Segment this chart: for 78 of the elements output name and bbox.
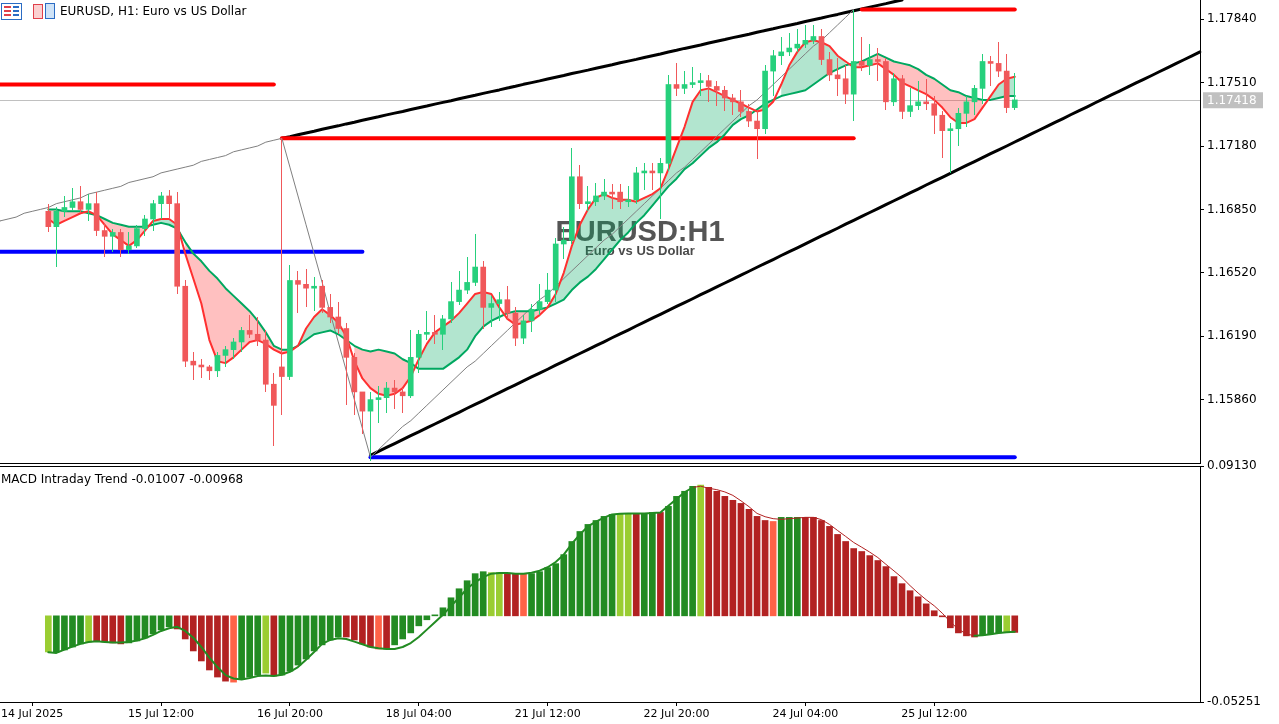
bar	[520, 573, 527, 617]
bar	[898, 583, 906, 617]
candlestick	[705, 75, 712, 102]
candlestick	[432, 315, 438, 344]
bar	[44, 615, 52, 653]
ref-line-label: 1.17418	[1207, 93, 1257, 108]
bar	[423, 615, 431, 621]
candlestick	[496, 292, 503, 321]
bar	[270, 615, 278, 677]
candlestick	[488, 296, 495, 327]
x-tick-label: 24 Jul 04:00	[772, 707, 839, 721]
bar	[737, 503, 745, 617]
candlestick	[891, 73, 897, 106]
candlestick	[738, 90, 744, 117]
y-tick-label: 1.17180	[1207, 138, 1257, 153]
x-tick-label: 21 Jul 12:00	[514, 707, 581, 721]
candlestick	[866, 44, 873, 75]
x-tick-label: 15 Jul 12:00	[128, 707, 195, 721]
bar	[230, 615, 237, 683]
candlestick	[585, 186, 591, 211]
bar	[721, 496, 729, 617]
x-tick-label: 14 Jul 2025	[1, 707, 64, 721]
bar	[761, 520, 769, 617]
candlestick	[343, 323, 350, 405]
candlestick	[907, 88, 913, 117]
bar	[890, 576, 898, 617]
y-tick-label: 1.16850	[1207, 201, 1257, 216]
bar	[874, 560, 882, 617]
text: MACD Intraday Trend -0.01007 -0.00968	[1, 472, 244, 486]
bar	[697, 484, 704, 617]
bar	[657, 512, 664, 617]
x-tick-label: 25 Jul 12:00	[901, 707, 968, 721]
bar	[375, 615, 382, 650]
bar	[262, 615, 270, 674]
bar	[632, 513, 640, 617]
candlestick	[625, 186, 632, 207]
bar	[85, 615, 92, 643]
y-tick-label: -0.05251	[1207, 694, 1261, 709]
candlestick	[875, 48, 881, 81]
candlestick	[713, 81, 720, 106]
candlestick	[295, 271, 301, 313]
y-tick-label: 1.17510	[1207, 74, 1257, 89]
bar	[753, 516, 761, 617]
bar	[165, 615, 173, 628]
y-tick-label: 1.16520	[1207, 264, 1257, 279]
x-tick-label: 22 Jul 20:00	[643, 707, 710, 721]
x-tick-label: 18 Jul 04:00	[385, 707, 452, 721]
candlestick	[415, 330, 422, 373]
bar	[745, 508, 753, 617]
bar	[1011, 615, 1019, 633]
bar	[383, 615, 390, 650]
candlestick	[577, 165, 583, 209]
bar	[729, 499, 737, 617]
bar	[882, 566, 890, 617]
bar	[1003, 615, 1011, 633]
bar	[914, 596, 922, 617]
y-tick-label: 0.09130	[1207, 458, 1257, 473]
y-tick-label: 1.16190	[1207, 328, 1257, 343]
candlestick	[915, 81, 921, 110]
candlestick	[109, 229, 116, 252]
candlestick	[923, 79, 929, 110]
chart-title: EURUSD, H1: Euro vs US Dollar	[60, 4, 247, 18]
bar	[157, 615, 165, 631]
bar	[479, 571, 487, 617]
candlestick	[311, 277, 317, 311]
candlestick	[424, 311, 430, 340]
candlestick	[899, 75, 905, 119]
candlestick	[303, 269, 309, 307]
candlestick	[858, 37, 865, 71]
bar	[906, 590, 914, 617]
candlestick	[697, 73, 704, 96]
bar	[624, 513, 632, 617]
candlestick	[101, 223, 108, 257]
y-tick-label: 1.15860	[1207, 391, 1257, 406]
bar	[769, 521, 777, 617]
y-tick-label: 1.17840	[1207, 11, 1257, 26]
candlestick	[931, 96, 938, 134]
x-tick-label: 16 Jul 20:00	[256, 707, 323, 721]
